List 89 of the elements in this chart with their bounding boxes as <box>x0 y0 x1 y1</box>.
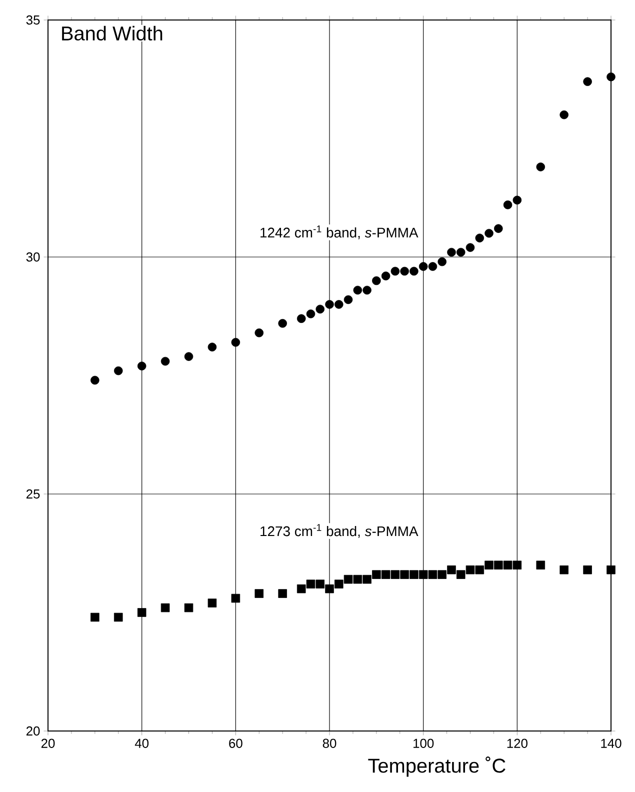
point <box>512 560 522 570</box>
point <box>362 574 372 584</box>
point <box>560 565 568 574</box>
point <box>438 257 446 266</box>
point <box>208 598 217 608</box>
point <box>560 110 568 120</box>
y-tick-label: 25 <box>26 489 40 499</box>
point <box>390 570 400 579</box>
point <box>90 612 100 622</box>
point <box>410 570 418 579</box>
point <box>160 603 170 612</box>
point <box>137 608 146 617</box>
point <box>512 196 522 204</box>
point <box>254 328 264 338</box>
point <box>381 570 390 579</box>
point <box>316 580 325 588</box>
point <box>536 162 546 172</box>
point <box>184 352 194 361</box>
point <box>503 200 512 210</box>
chart-title: Band Width <box>62 26 162 40</box>
point <box>447 565 456 574</box>
point <box>583 565 592 574</box>
y-tick-label: 35 <box>26 15 40 25</box>
point <box>114 612 123 622</box>
point <box>484 228 494 238</box>
point <box>400 266 409 276</box>
point <box>456 570 466 579</box>
x-axis-title: Temperature ˚C <box>368 756 506 777</box>
point <box>372 276 381 286</box>
point <box>296 584 306 594</box>
point <box>503 560 512 570</box>
point <box>418 262 428 271</box>
x-tick-label: 120 <box>507 738 528 748</box>
point <box>418 570 428 579</box>
point <box>494 560 503 570</box>
x-tick-label: 20 <box>41 738 55 748</box>
point <box>208 342 217 352</box>
point <box>456 248 466 257</box>
point <box>278 589 287 598</box>
point <box>475 565 484 574</box>
point <box>390 266 400 276</box>
point <box>137 362 146 370</box>
point <box>438 570 446 579</box>
point <box>278 318 287 328</box>
text: 1273 cm$^{-1}$ band, s-PMMA <box>260 524 418 538</box>
point <box>400 570 409 579</box>
point <box>353 286 362 295</box>
point <box>325 584 334 594</box>
point <box>583 77 592 86</box>
y-tick-label: 30 <box>26 252 40 262</box>
point <box>325 300 334 309</box>
point <box>494 224 503 233</box>
series-label: 1242 cm$^{-1}$ band, s-PMMA <box>260 226 418 240</box>
point <box>231 594 240 603</box>
point <box>353 574 362 584</box>
point <box>231 338 240 347</box>
point <box>334 300 344 309</box>
point <box>447 248 456 257</box>
point <box>306 309 316 318</box>
point <box>306 580 316 588</box>
point <box>466 243 475 252</box>
x-tick-label: 140 <box>601 738 622 748</box>
point <box>316 304 325 314</box>
point <box>428 262 438 271</box>
point <box>334 580 344 588</box>
x-tick-label: 100 <box>414 738 434 748</box>
point <box>536 560 546 570</box>
y-tick-label: 20 <box>26 726 40 736</box>
point <box>114 366 123 376</box>
point <box>344 295 353 304</box>
point <box>372 570 381 579</box>
x-tick-label: 80 <box>322 738 336 748</box>
point <box>428 570 438 579</box>
x-tick-label: 40 <box>134 738 149 748</box>
point <box>254 589 264 598</box>
point <box>362 286 372 295</box>
point <box>344 574 353 584</box>
point <box>475 234 484 242</box>
point <box>296 314 306 323</box>
point <box>410 266 418 276</box>
point <box>484 560 494 570</box>
point <box>606 72 616 82</box>
point <box>606 565 616 574</box>
x-tick-label: 60 <box>229 738 242 748</box>
point <box>381 272 390 280</box>
point <box>90 376 100 385</box>
point <box>466 565 475 574</box>
point <box>184 603 194 612</box>
point <box>160 356 170 366</box>
